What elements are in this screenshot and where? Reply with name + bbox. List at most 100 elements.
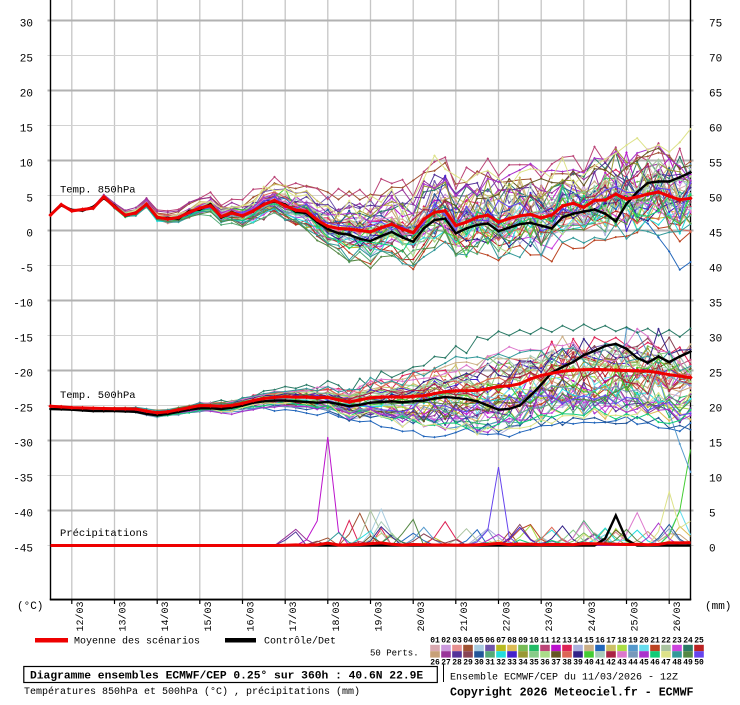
svg-text:-35: -35 [13,474,33,486]
svg-text:13/03: 13/03 [118,601,130,631]
svg-text:14: 14 [573,636,583,645]
svg-text:Moyenne des scénarios: Moyenne des scénarios [74,636,200,648]
svg-text:02: 02 [441,636,451,645]
svg-text:(°C): (°C) [17,601,43,613]
svg-text:60: 60 [709,124,722,136]
svg-text:18: 18 [617,636,627,645]
svg-text:-40: -40 [13,509,33,521]
svg-text:Températures 850hPa et 500hPa: Températures 850hPa et 500hPa (°C) , pré… [24,686,360,698]
svg-text:26/03: 26/03 [672,601,684,631]
svg-text:50 Perts.: 50 Perts. [370,649,419,659]
svg-text:30: 30 [709,334,722,346]
svg-text:70: 70 [709,54,722,66]
svg-text:30: 30 [20,19,33,31]
svg-text:20/03: 20/03 [416,601,428,631]
svg-text:Temp. 850hPa: Temp. 850hPa [60,185,136,197]
svg-text:16/03: 16/03 [246,601,258,631]
svg-text:5: 5 [26,194,33,206]
svg-text:27: 27 [441,659,451,668]
svg-text:30: 30 [474,659,484,668]
svg-text:41: 41 [595,659,605,668]
svg-text:44: 44 [628,659,638,668]
svg-text:19/03: 19/03 [374,601,386,631]
svg-text:08: 08 [507,636,517,645]
svg-text:39: 39 [573,659,583,668]
svg-text:04: 04 [463,636,473,645]
svg-text:-15: -15 [13,334,33,346]
svg-text:22/03: 22/03 [502,601,514,631]
svg-text:31: 31 [485,659,495,668]
svg-text:45: 45 [709,229,722,241]
svg-text:65: 65 [709,89,722,101]
svg-text:23/03: 23/03 [544,601,556,631]
svg-text:10: 10 [529,636,539,645]
svg-text:07: 07 [496,636,506,645]
svg-text:0: 0 [26,229,33,241]
svg-text:15: 15 [584,636,594,645]
svg-text:43: 43 [617,659,627,668]
svg-text:09: 09 [518,636,528,645]
svg-text:24: 24 [683,636,693,645]
svg-text:33: 33 [507,659,517,668]
svg-text:10: 10 [709,474,722,486]
svg-text:Temp. 500hPa: Temp. 500hPa [60,390,136,402]
svg-text:12/03: 12/03 [75,601,87,631]
svg-text:40: 40 [584,659,594,668]
svg-text:Diagramme ensembles ECMWF/CEP: Diagramme ensembles ECMWF/CEP 0.25° sur … [30,671,423,683]
svg-text:26: 26 [430,659,440,668]
svg-text:25: 25 [694,636,704,645]
svg-text:0: 0 [709,544,716,556]
svg-text:35: 35 [529,659,539,668]
svg-text:55: 55 [709,159,722,171]
svg-text:28: 28 [452,659,462,668]
svg-text:13: 13 [562,636,572,645]
svg-text:(mm): (mm) [705,601,731,613]
svg-text:42: 42 [606,659,616,668]
svg-text:45: 45 [639,659,649,668]
svg-text:50: 50 [709,194,722,206]
svg-text:21/03: 21/03 [459,601,471,631]
svg-text:23: 23 [672,636,682,645]
svg-text:18/03: 18/03 [331,601,343,631]
svg-text:20: 20 [20,89,33,101]
svg-text:24/03: 24/03 [587,601,599,631]
svg-text:34: 34 [518,659,528,668]
svg-text:25/03: 25/03 [630,601,642,631]
svg-text:12: 12 [551,636,561,645]
svg-text:Précipitations: Précipitations [60,528,148,540]
svg-text:17/03: 17/03 [288,601,300,631]
svg-text:20: 20 [709,404,722,416]
svg-text:37: 37 [551,659,561,668]
svg-text:20: 20 [639,636,649,645]
svg-text:-45: -45 [13,544,33,556]
svg-text:35: 35 [709,299,722,311]
svg-text:-5: -5 [20,264,33,276]
svg-text:Copyright 2026 Meteociel.fr -: Copyright 2026 Meteociel.fr - ECMWF [450,687,694,700]
svg-text:Contrôle/Det: Contrôle/Det [264,636,336,648]
svg-text:32: 32 [496,659,506,668]
svg-text:-25: -25 [13,404,33,416]
svg-text:25: 25 [709,369,722,381]
svg-text:Ensemble ECMWF/CEP du 11/03/20: Ensemble ECMWF/CEP du 11/03/2026 - 12Z [450,672,678,684]
svg-text:01: 01 [430,636,440,645]
svg-text:21: 21 [650,636,660,645]
svg-text:36: 36 [540,659,550,668]
svg-text:46: 46 [650,659,660,668]
svg-text:29: 29 [463,659,473,668]
svg-text:11: 11 [540,636,550,645]
svg-text:15/03: 15/03 [203,601,215,631]
svg-text:47: 47 [661,659,671,668]
svg-text:48: 48 [672,659,682,668]
svg-text:16: 16 [595,636,605,645]
svg-text:50: 50 [694,659,704,668]
svg-text:05: 05 [474,636,484,645]
svg-text:-10: -10 [13,299,33,311]
svg-text:10: 10 [20,159,33,171]
svg-text:38: 38 [562,659,572,668]
svg-text:-20: -20 [13,369,33,381]
svg-text:15: 15 [709,439,722,451]
svg-text:19: 19 [628,636,638,645]
svg-text:25: 25 [20,54,33,66]
svg-text:17: 17 [606,636,616,645]
svg-text:5: 5 [709,509,716,521]
